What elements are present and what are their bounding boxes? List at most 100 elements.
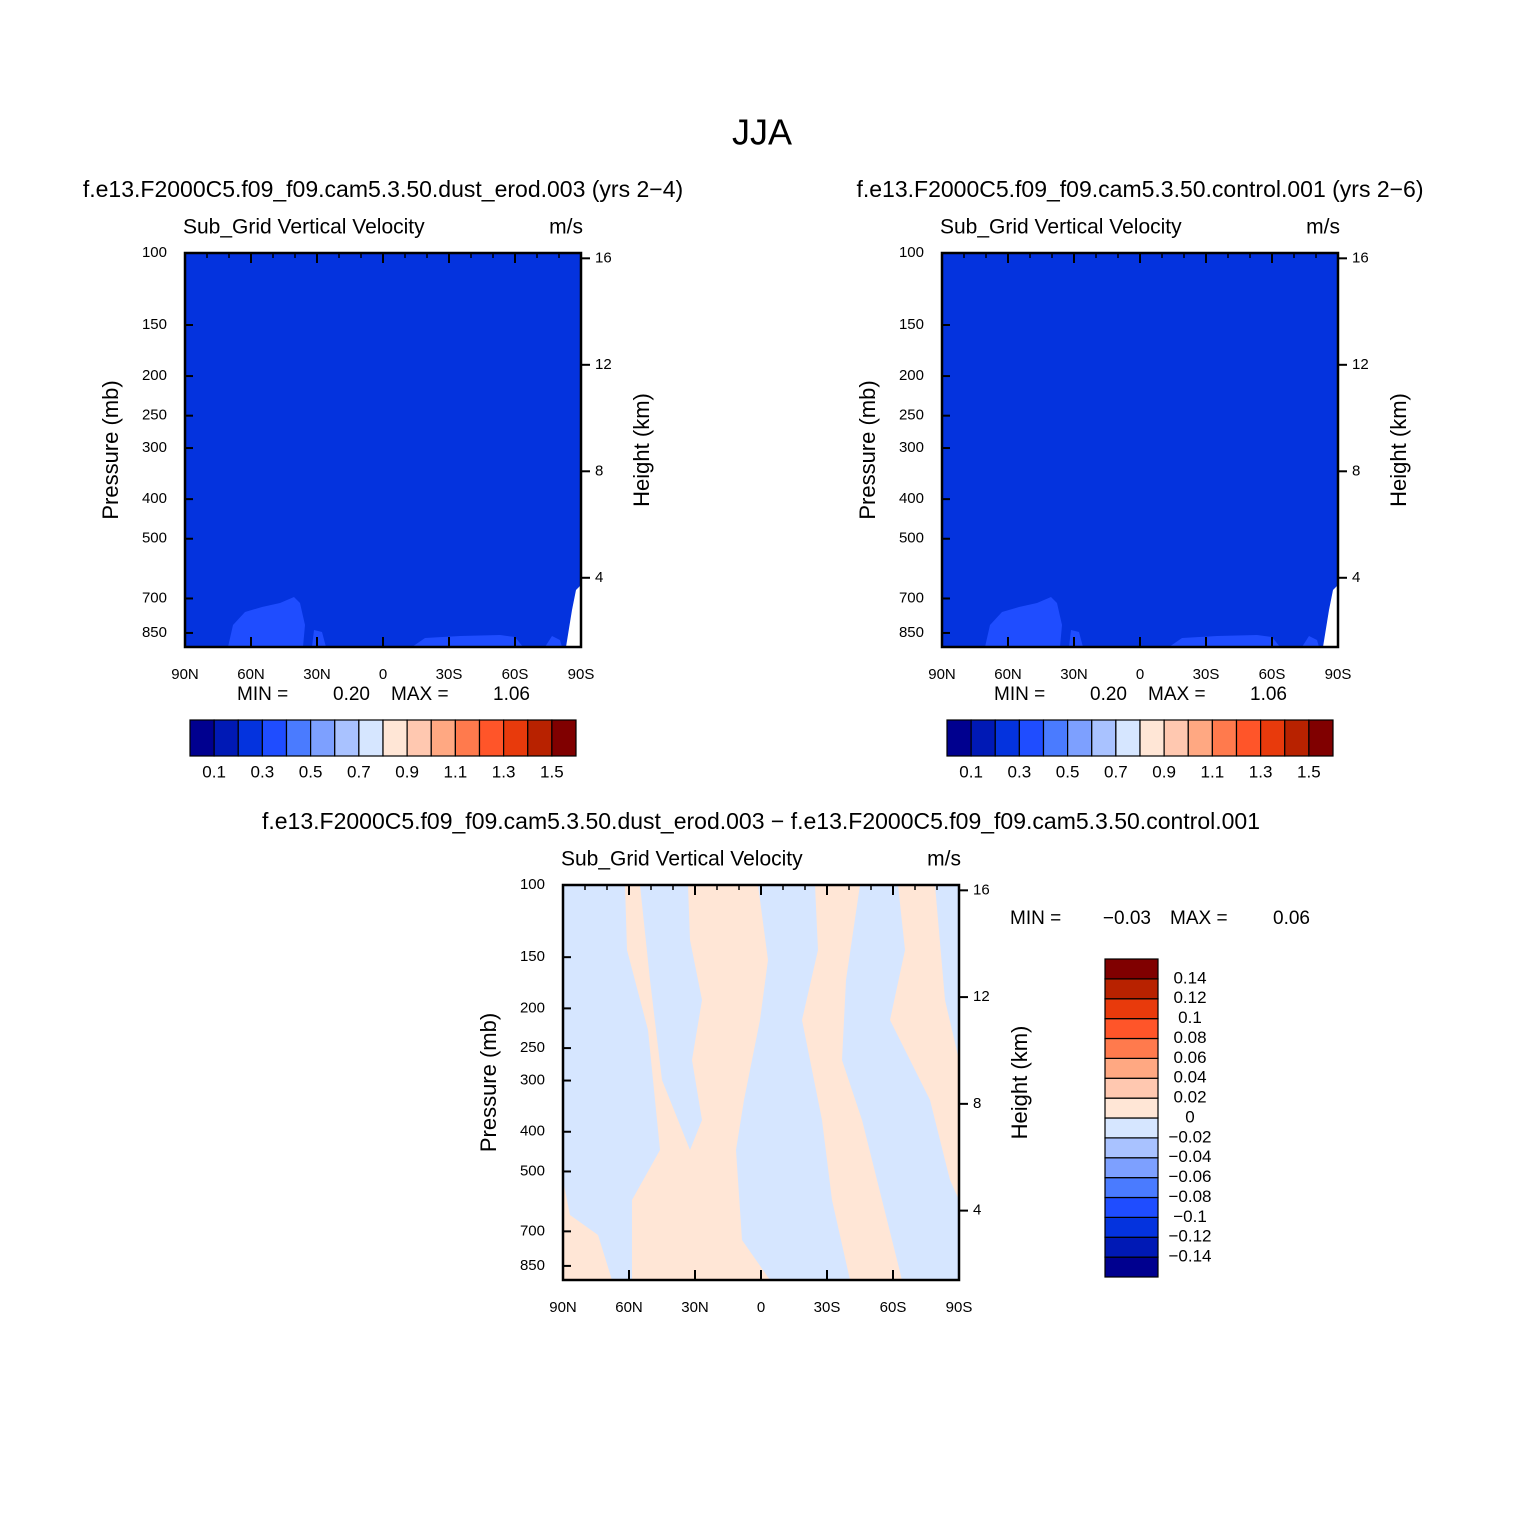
- y-tick-label: 150: [520, 948, 545, 965]
- y-tick-label: 700: [520, 1222, 545, 1239]
- colorbar-box: [430, 719, 456, 757]
- y2-tick-label: 8: [973, 1095, 981, 1112]
- colorbar-box: [189, 719, 215, 757]
- x-tick-label: 30S: [436, 666, 463, 683]
- colorbar-label: −0.04: [1168, 1147, 1211, 1166]
- contour-region: [1302, 636, 1319, 647]
- colorbar-label: 0.9: [1152, 762, 1176, 781]
- colorbar-box: [1104, 1157, 1159, 1179]
- colorbar-box: [285, 719, 312, 757]
- colorbar-box: [406, 719, 432, 757]
- y-tick-label: 100: [520, 876, 545, 893]
- colorbar-box: [358, 719, 384, 757]
- colorbar-label: 1.3: [1249, 762, 1273, 781]
- y2-tick-label: 16: [1352, 249, 1369, 266]
- contour-region: [412, 635, 523, 647]
- y-tick-label: 250: [899, 407, 924, 424]
- contour-region: [935, 885, 959, 1060]
- min-value: 0.20: [333, 684, 370, 705]
- contour-region: [566, 585, 581, 647]
- x-tick-label: 0: [379, 666, 387, 683]
- colorbar-label: 0.14: [1173, 968, 1206, 987]
- colorbar-box: [1104, 1018, 1159, 1040]
- colorbar-label: −0.08: [1168, 1187, 1211, 1206]
- colorbar-box: [1091, 719, 1117, 757]
- x-tick-label: 30N: [303, 666, 331, 683]
- colorbar-label: 0.7: [1104, 762, 1128, 781]
- colorbar-box: [1260, 719, 1286, 757]
- figure-title: JJA: [732, 112, 792, 153]
- colorbar-box: [1042, 719, 1069, 757]
- contour-region: [1169, 635, 1280, 647]
- y-tick-label: 400: [899, 490, 924, 507]
- min-label: MIN =: [994, 684, 1045, 705]
- colorbar-box: [1104, 1196, 1159, 1218]
- colorbar-box: [213, 719, 239, 757]
- colorbar-box: [1104, 958, 1159, 980]
- min-value: −0.03: [1103, 908, 1151, 929]
- y-tick-label: 300: [142, 439, 167, 456]
- colorbar-box: [478, 719, 505, 757]
- colorbar-label: 0.1: [1178, 1008, 1202, 1027]
- colorbar-box: [527, 719, 553, 757]
- x-tick-label: 60S: [1259, 666, 1286, 683]
- colorbar-box: [1211, 719, 1238, 757]
- y2-axis-label: Height (km): [629, 393, 654, 507]
- colorbar-label: 0.5: [299, 762, 323, 781]
- y-tick-label: 200: [520, 999, 545, 1016]
- x-tick-label: 30S: [814, 1299, 841, 1316]
- colorbar-label: 0.06: [1173, 1048, 1206, 1067]
- y-tick-label: 200: [899, 367, 924, 384]
- min-value: 0.20: [1090, 684, 1127, 705]
- colorbar-label: 0.3: [251, 762, 275, 781]
- contour-region: [640, 885, 702, 1150]
- y-axis-label: Pressure (mb): [476, 1013, 501, 1152]
- colorbar-box: [1115, 719, 1141, 757]
- colorbar-box: [946, 719, 972, 757]
- colorbar-label: 0.7: [347, 762, 371, 781]
- units: m/s: [927, 848, 961, 871]
- y2-tick-label: 4: [595, 569, 603, 586]
- y-tick-label: 300: [520, 1072, 545, 1089]
- colorbar-label: 1.1: [1201, 762, 1225, 781]
- y-tick-label: 150: [142, 316, 167, 333]
- colorbar-box: [1104, 1077, 1159, 1099]
- contour-field: [942, 253, 1338, 647]
- x-tick-label: 60N: [237, 666, 265, 683]
- colorbar-label: 0.9: [395, 762, 419, 781]
- y2-tick-label: 4: [973, 1202, 981, 1219]
- colorbar-box: [1104, 1216, 1159, 1238]
- y-axis-label: Pressure (mb): [855, 380, 880, 519]
- contour-region: [228, 597, 305, 647]
- colorbar-label: −0.02: [1168, 1127, 1211, 1146]
- colorbar-label: 0.3: [1008, 762, 1032, 781]
- max-label: MAX =: [391, 684, 449, 705]
- y2-tick-label: 4: [1352, 569, 1360, 586]
- colorbar-label: 0.04: [1173, 1068, 1206, 1087]
- y-tick-label: 200: [142, 367, 167, 384]
- contour-regions: [228, 585, 581, 647]
- colorbar-box: [1284, 719, 1310, 757]
- colorbar-label: −0.12: [1168, 1227, 1211, 1246]
- contour-field: [185, 253, 581, 647]
- colorbar-label: 0.1: [202, 762, 226, 781]
- colorbar-label: 0.08: [1173, 1028, 1206, 1047]
- y2-tick-label: 8: [595, 462, 603, 479]
- y2-axis-label: Height (km): [1386, 393, 1411, 507]
- colorbar-box: [1235, 719, 1262, 757]
- contour-region: [545, 636, 562, 647]
- contour-regions: [985, 585, 1338, 647]
- contour-region: [736, 885, 850, 1280]
- colorbar-box: [551, 719, 577, 757]
- colorbar-label: 0.5: [1056, 762, 1080, 781]
- contour-region: [1323, 585, 1338, 647]
- colorbar-box: [503, 719, 529, 757]
- colorbar-label: −0.14: [1168, 1247, 1211, 1266]
- y-tick-label: 500: [520, 1162, 545, 1179]
- contour-region: [842, 885, 959, 1280]
- x-tick-label: 90N: [549, 1299, 577, 1316]
- colorbar-box: [261, 719, 288, 757]
- x-tick-label: 60N: [615, 1299, 643, 1316]
